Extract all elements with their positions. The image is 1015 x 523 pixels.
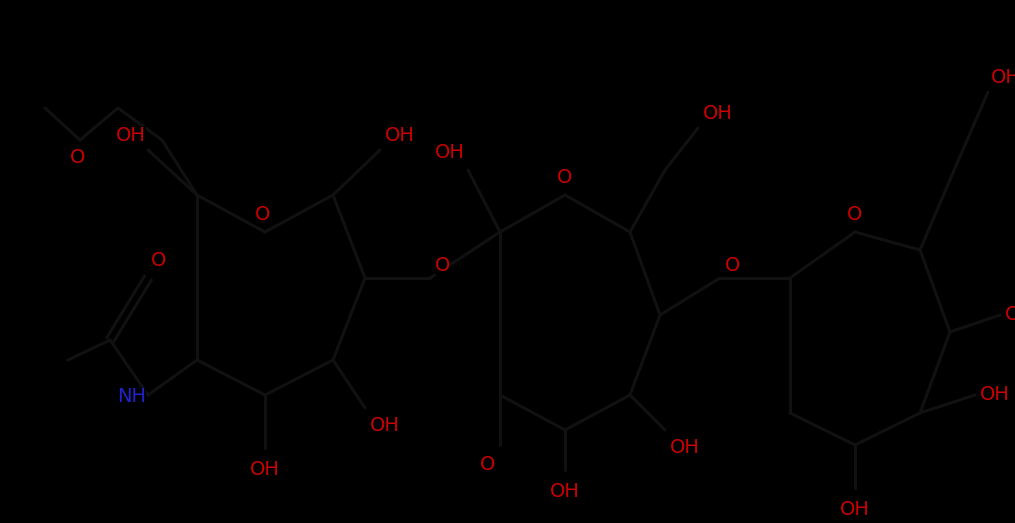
Text: O: O bbox=[557, 168, 572, 187]
Text: OH: OH bbox=[550, 482, 580, 501]
Text: OH: OH bbox=[670, 438, 700, 457]
Text: OH: OH bbox=[370, 416, 400, 435]
Text: O: O bbox=[848, 205, 863, 224]
Text: OH: OH bbox=[980, 385, 1010, 404]
Text: O: O bbox=[151, 251, 166, 270]
Text: OH: OH bbox=[840, 500, 870, 519]
Text: OH: OH bbox=[250, 460, 280, 479]
Text: O: O bbox=[70, 148, 85, 167]
Text: O: O bbox=[480, 455, 495, 474]
Text: O: O bbox=[256, 205, 271, 224]
Text: NH: NH bbox=[117, 388, 146, 406]
Text: OH: OH bbox=[435, 143, 465, 162]
Text: O: O bbox=[725, 256, 740, 275]
Text: O: O bbox=[435, 256, 451, 275]
Text: OH: OH bbox=[703, 104, 733, 123]
Text: OH: OH bbox=[1005, 305, 1015, 324]
Text: OH: OH bbox=[991, 68, 1015, 87]
Text: OH: OH bbox=[385, 126, 415, 145]
Text: OH: OH bbox=[116, 126, 146, 145]
